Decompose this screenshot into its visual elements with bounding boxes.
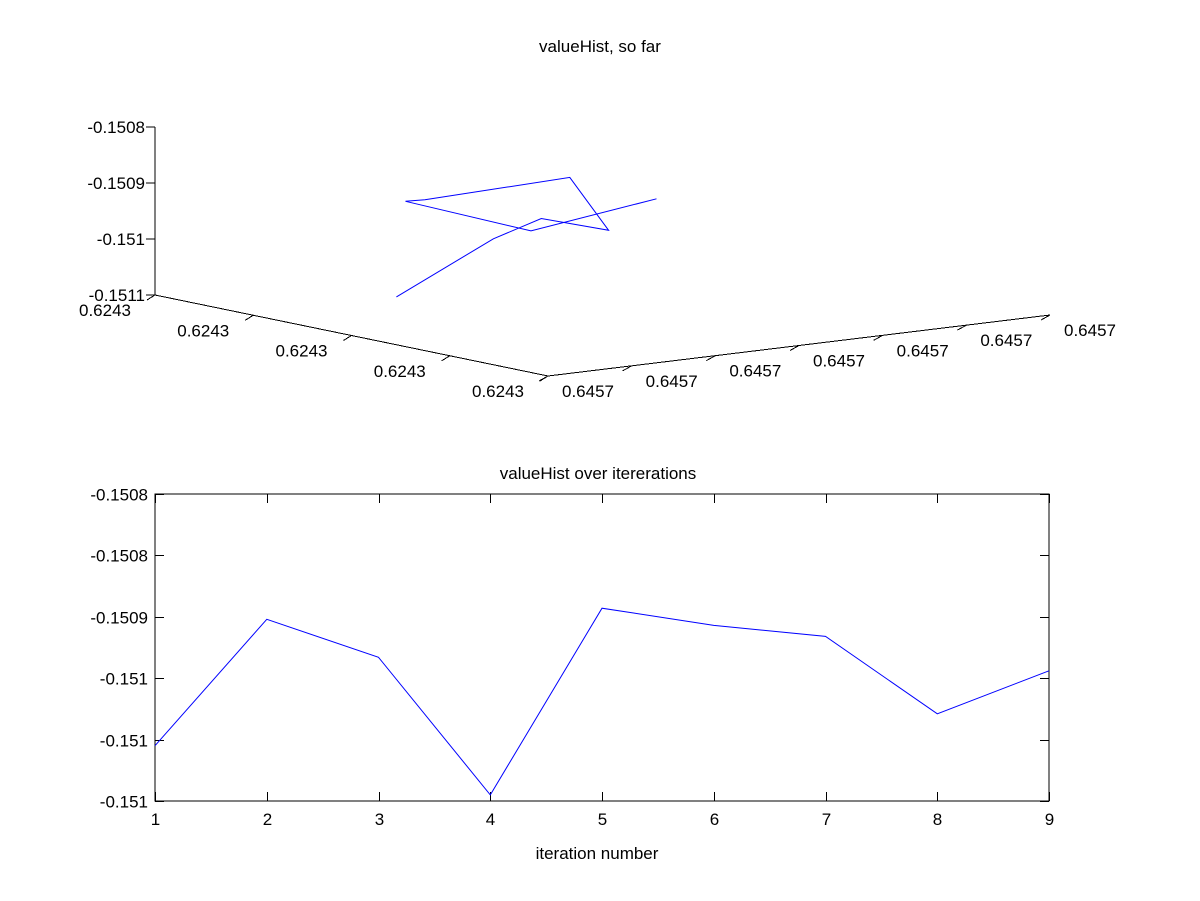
x-tick-label: 1: [151, 810, 160, 829]
y-tick-label: 0.6457: [897, 341, 949, 360]
x-tick-label: 0.6243: [374, 362, 426, 381]
y-axis-ticks: -0.1508 -0.1508 -0.1509 -0.151 -0.151 -0.151: [90, 486, 1049, 812]
x-tick-label: 0.6243: [177, 321, 229, 340]
x-tick-label: 5: [598, 810, 607, 829]
z-tick-label: -0.1511: [89, 286, 145, 305]
y-tick-label: 0.6457: [980, 331, 1032, 350]
y-tick-label: -0.1509: [90, 609, 148, 628]
x-tick-label: 0.6243: [79, 301, 131, 320]
y-tick-mark: [1040, 314, 1051, 321]
y-tick-label: 0.6457: [729, 362, 781, 381]
y-tick-label: -0.151: [100, 732, 148, 751]
y-tick-mark: [789, 345, 800, 351]
x-tick-mark: [343, 335, 352, 341]
x-tick-mark: [244, 314, 254, 321]
x-tick-label: 8: [933, 810, 942, 829]
x-tick-label: 3: [375, 810, 384, 829]
series-line-2d: [154, 607, 1050, 796]
y-tick-label: -0.1508: [90, 486, 148, 505]
y-tick-mark: [622, 365, 632, 372]
z-axis-ticks: -0.1508 -0.1509 -0.151 -0.1511: [87, 118, 155, 305]
x-tick-label: 7: [822, 810, 831, 829]
z-tick-label: -0.1509: [87, 174, 145, 193]
y-tick-label: -0.151: [100, 670, 148, 689]
subplot-3d-title: valueHist, so far: [539, 37, 661, 56]
x-axis-label: iteration number: [536, 844, 659, 863]
y-tick-mark: [538, 375, 549, 382]
y-tick-mark: [957, 324, 967, 331]
series-line-3d: [396, 176, 657, 298]
x-tick-label: 6: [710, 810, 719, 829]
x-tick-label: 2: [263, 810, 272, 829]
x-axis-ticks: 0.6243 0.6243 0.6243 0.6243 0.6243: [79, 294, 549, 401]
x-tick-mark: [146, 294, 156, 301]
subplot-2d-title: valueHist over itererations: [500, 464, 697, 483]
z-tick-label: -0.151: [97, 230, 145, 249]
x-tick-label: 4: [486, 810, 495, 829]
x-tick-label: 9: [1045, 810, 1054, 829]
y-tick-label: 0.6457: [813, 352, 865, 371]
y-tick-label: -0.1508: [90, 547, 148, 566]
x-tick-mark: [441, 355, 451, 362]
y-axis-ticks: 0.6457 0.6457 0.6457 0.6457 0.6457 0.6457 0.64…: [538, 314, 1116, 401]
x-tick-label: 0.6243: [472, 382, 524, 401]
y-tick-label: 0.6457: [562, 382, 614, 401]
x-axis-ticks: 1 2 3 4 5 6 7 8 9: [151, 494, 1054, 829]
x-tick-label: 0.6243: [276, 342, 328, 361]
y-tick-label: 0.6457: [646, 372, 698, 391]
y-tick-label: -0.151: [100, 793, 148, 812]
subplot-3d: valueHist, so far -0.1508-0.1509-0.151-0…: [79, 37, 1116, 401]
y-tick-label: 0.6457: [1064, 321, 1116, 340]
subplot-2d: valueHist over itererations -0.1508-0.15…: [90, 464, 1054, 863]
z-tick-label: -0.1508: [87, 118, 145, 137]
y-tick-mark: [706, 355, 716, 362]
y-tick-mark: [873, 334, 883, 341]
